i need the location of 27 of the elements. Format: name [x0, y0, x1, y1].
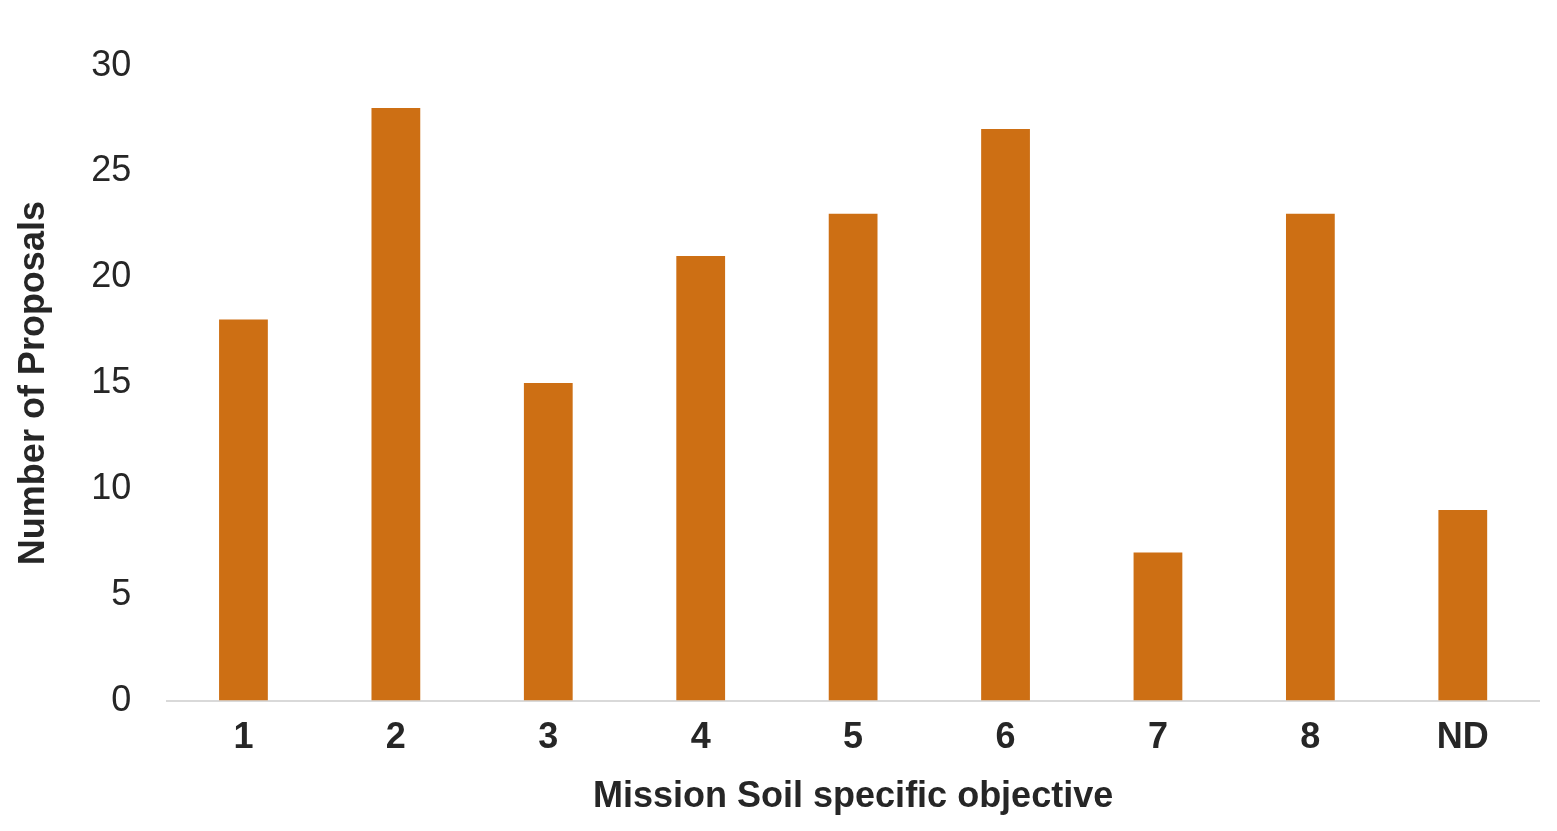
x-tick-label: ND: [1436, 715, 1489, 757]
bar: [523, 383, 573, 701]
bar: [1133, 552, 1183, 701]
x-tick-label: 8: [1300, 715, 1321, 757]
x-tick-label: 4: [690, 715, 711, 757]
y-tick-label: 10: [91, 465, 132, 507]
x-tick-label: 3: [538, 715, 559, 757]
bar: [371, 107, 421, 701]
x-tick-label: 5: [843, 715, 864, 757]
y-tick-label: 20: [91, 254, 132, 296]
x-tick-label: 2: [385, 715, 406, 757]
x-tick-label: 7: [1147, 715, 1168, 757]
y-tick-label: 0: [111, 677, 132, 719]
x-axis-title: Mission Soil specific objective: [593, 774, 1114, 816]
y-tick-label: 15: [91, 360, 132, 402]
bar: [828, 213, 878, 701]
bar: [1438, 510, 1488, 701]
y-axis-title: Number of Proposals: [10, 201, 52, 566]
bar: [676, 256, 726, 701]
x-tick-label: 6: [995, 715, 1016, 757]
x-tick-label: 1: [233, 715, 254, 757]
y-tick-label: 5: [111, 571, 132, 613]
bar: [981, 129, 1030, 701]
y-tick-label: 25: [91, 148, 132, 190]
bar: [1285, 213, 1335, 701]
y-tick-label: 30: [91, 42, 132, 84]
bar: [219, 319, 268, 701]
